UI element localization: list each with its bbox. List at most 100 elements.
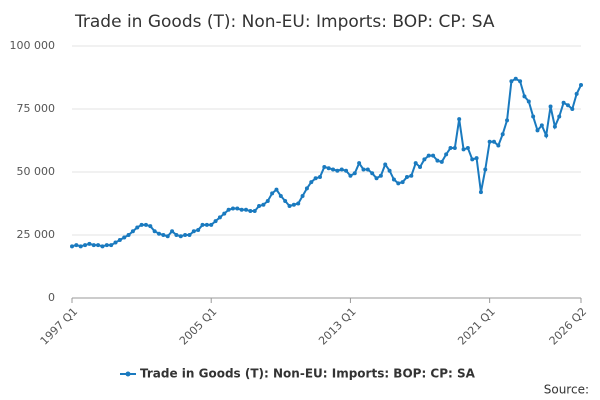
point xyxy=(313,176,318,181)
point xyxy=(222,211,227,216)
point xyxy=(235,206,240,211)
point xyxy=(496,143,501,148)
point xyxy=(135,225,140,230)
point xyxy=(465,146,470,151)
point xyxy=(348,173,353,178)
point xyxy=(409,173,414,178)
point xyxy=(418,164,423,169)
point xyxy=(78,244,83,249)
point xyxy=(513,76,518,81)
point xyxy=(304,186,309,191)
point xyxy=(422,157,427,162)
point xyxy=(96,243,101,248)
point xyxy=(548,104,553,109)
point xyxy=(161,233,166,237)
point xyxy=(579,83,583,88)
point xyxy=(339,167,344,172)
point xyxy=(439,159,444,164)
point xyxy=(322,164,327,169)
point xyxy=(170,229,175,234)
legend-marker xyxy=(125,371,131,377)
point xyxy=(557,114,562,119)
point xyxy=(400,180,405,185)
point xyxy=(574,91,579,96)
point xyxy=(331,167,336,172)
point xyxy=(157,231,162,236)
x-tick-label: 2005 Q1 xyxy=(177,305,220,348)
point xyxy=(143,222,148,227)
point xyxy=(370,171,375,176)
point xyxy=(383,162,388,167)
point xyxy=(217,215,222,220)
point xyxy=(426,153,431,158)
point xyxy=(413,161,418,166)
point xyxy=(139,222,144,227)
y-tick-label: 100 000 xyxy=(10,39,56,52)
point xyxy=(309,180,314,185)
point xyxy=(83,243,88,248)
source: Source: xyxy=(544,383,589,397)
point xyxy=(74,243,79,248)
point xyxy=(226,207,231,212)
point xyxy=(152,229,157,234)
point xyxy=(244,207,249,212)
point xyxy=(291,202,296,207)
point xyxy=(539,123,544,128)
point xyxy=(248,209,253,214)
point xyxy=(335,168,340,173)
point xyxy=(431,153,436,158)
point xyxy=(257,204,262,209)
point xyxy=(230,206,235,211)
point xyxy=(117,238,122,243)
point xyxy=(444,152,449,157)
point xyxy=(239,207,244,212)
point xyxy=(91,243,96,248)
line xyxy=(71,77,582,248)
point xyxy=(183,233,188,237)
point xyxy=(361,167,366,172)
point xyxy=(404,175,409,180)
point xyxy=(178,234,183,239)
point xyxy=(265,198,270,203)
point xyxy=(287,204,292,209)
point xyxy=(326,166,331,171)
point xyxy=(100,244,105,249)
point xyxy=(317,175,322,180)
y-tick-label: 50 000 xyxy=(17,165,56,178)
point xyxy=(70,244,74,249)
point xyxy=(435,158,440,163)
point xyxy=(544,133,549,138)
point xyxy=(526,99,531,104)
point xyxy=(491,139,496,144)
point xyxy=(478,190,483,195)
point xyxy=(483,167,488,172)
point xyxy=(470,157,475,162)
point xyxy=(518,79,523,84)
point xyxy=(365,167,370,172)
point xyxy=(457,117,462,122)
point xyxy=(387,168,392,173)
point xyxy=(461,147,466,152)
point xyxy=(374,176,379,181)
point xyxy=(270,191,275,196)
point xyxy=(509,79,514,84)
point xyxy=(565,103,570,108)
point xyxy=(191,229,196,234)
point xyxy=(296,201,301,206)
point xyxy=(396,181,401,186)
point xyxy=(209,222,214,227)
point xyxy=(165,234,170,239)
point xyxy=(561,100,566,105)
point xyxy=(452,146,457,151)
point xyxy=(113,240,118,245)
point xyxy=(87,241,92,246)
point xyxy=(487,139,492,144)
point xyxy=(213,219,218,224)
point xyxy=(300,193,305,198)
y-tick-label: 75 000 xyxy=(17,102,56,115)
point xyxy=(109,243,114,248)
point xyxy=(274,187,279,192)
point xyxy=(200,222,205,227)
point xyxy=(378,173,383,178)
